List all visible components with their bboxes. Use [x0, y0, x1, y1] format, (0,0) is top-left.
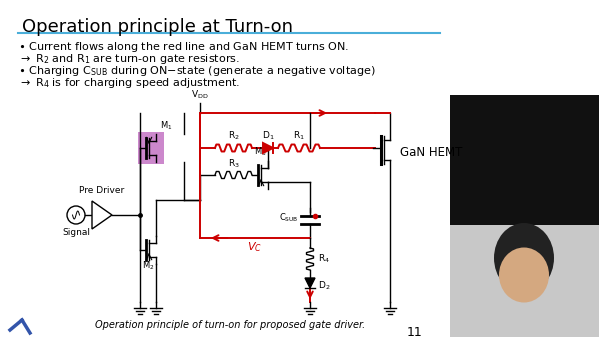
Text: Pre Driver: Pre Driver	[80, 186, 125, 195]
Circle shape	[67, 206, 85, 224]
Text: Signal: Signal	[62, 228, 90, 237]
Text: $\rightarrow$ R$_2$ and R$_1$ are turn-on gate resistors.: $\rightarrow$ R$_2$ and R$_1$ are turn-o…	[18, 52, 240, 66]
Text: V$_\mathregular{DD}$: V$_\mathregular{DD}$	[191, 89, 209, 101]
Text: M$_2$: M$_2$	[142, 259, 154, 272]
Text: R$_4$: R$_4$	[318, 253, 330, 265]
Text: D$_2$: D$_2$	[318, 280, 331, 292]
Polygon shape	[92, 201, 112, 229]
Text: GaN HEMT: GaN HEMT	[400, 146, 462, 158]
Text: V$_C$: V$_C$	[247, 240, 262, 254]
Text: D$_1$: D$_1$	[262, 129, 274, 142]
Polygon shape	[263, 143, 273, 153]
Text: 11: 11	[407, 326, 423, 337]
Text: Operation principle at Turn-on: Operation principle at Turn-on	[22, 18, 293, 36]
Bar	[138, 132, 164, 164]
Text: R$_2$: R$_2$	[228, 130, 240, 143]
Bar	[450, 225, 599, 337]
Text: M$_1$: M$_1$	[160, 119, 173, 131]
Bar	[450, 95, 599, 225]
Text: Operation principle of turn-on for proposed gate driver.: Operation principle of turn-on for propo…	[95, 320, 365, 330]
Text: $\rightarrow$ R$_4$ is for charging speed adjustment.: $\rightarrow$ R$_4$ is for charging spee…	[18, 76, 240, 90]
Text: $\bullet$ Charging C$_\mathregular{SUB}$ during ON$-$state (generate a negative : $\bullet$ Charging C$_\mathregular{SUB}$…	[18, 64, 376, 78]
Text: R$_3$: R$_3$	[228, 157, 240, 170]
Ellipse shape	[499, 247, 549, 303]
Text: C$_\mathregular{SUB}$: C$_\mathregular{SUB}$	[279, 212, 299, 224]
Text: M$_3$: M$_3$	[254, 146, 267, 158]
Ellipse shape	[494, 223, 554, 293]
Text: $\bullet$ Current flows along the red line and GaN HEMT turns ON.: $\bullet$ Current flows along the red li…	[18, 40, 349, 54]
Text: R$_1$: R$_1$	[293, 130, 305, 143]
Polygon shape	[305, 278, 315, 288]
